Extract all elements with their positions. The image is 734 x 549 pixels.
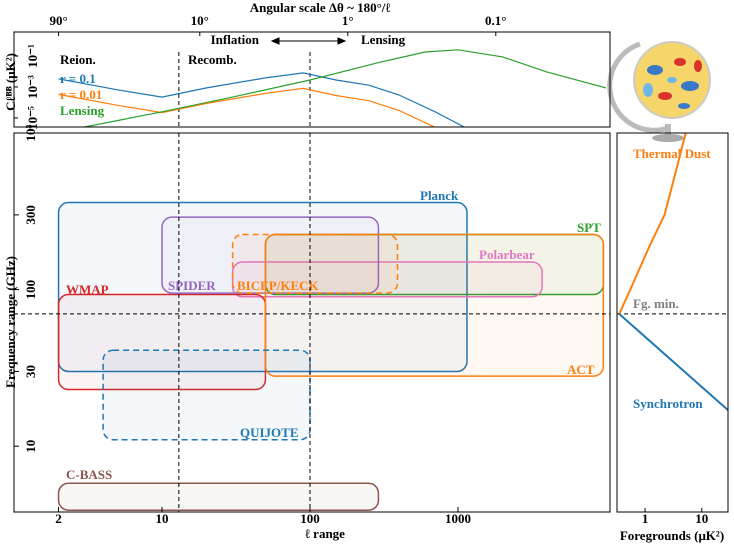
experiment-label: C-BASS bbox=[66, 467, 112, 482]
annotation: Fg. min. bbox=[633, 296, 679, 311]
x-tick-label: 1000 bbox=[445, 511, 471, 526]
x-tick-label: 1 bbox=[642, 511, 649, 526]
experiment-range bbox=[57, 482, 380, 511]
series-line bbox=[618, 133, 687, 315]
annotation: Recomb. bbox=[188, 52, 237, 67]
x-axis-label: ℓ range bbox=[304, 526, 345, 541]
series-label: Thermal Dust bbox=[633, 146, 711, 161]
series-group bbox=[618, 133, 728, 411]
axes-frame bbox=[13, 31, 611, 128]
top-tick-label: 90° bbox=[49, 13, 67, 28]
legend-label: r = 0.01 bbox=[60, 87, 102, 102]
experiment-label: WMAP bbox=[66, 282, 109, 297]
experiment-label: ACT bbox=[567, 362, 595, 377]
y-tick-label: 10⁻⁵ bbox=[25, 106, 40, 130]
top-tick-label: 0.1° bbox=[485, 13, 506, 28]
y-axis-label: Cℓᴮᴮ (μK²) bbox=[3, 53, 18, 111]
chart-title: Angular scale Δθ ~ 180°/ℓ bbox=[250, 0, 391, 15]
x-tick-label: 10 bbox=[695, 511, 708, 526]
y-axis-label: Frequency range (GHz) bbox=[3, 256, 18, 388]
annotation: Reion. bbox=[60, 52, 96, 67]
series-line bbox=[84, 49, 606, 127]
x-tick-label: 2 bbox=[55, 511, 62, 526]
x-tick-label: 10 bbox=[156, 511, 169, 526]
globe-icon bbox=[607, 41, 711, 142]
x-tick-label: 100 bbox=[300, 511, 320, 526]
annotation: Lensing bbox=[361, 32, 406, 47]
annotation: Inflation bbox=[211, 32, 260, 47]
top-tick-label: 10° bbox=[191, 13, 209, 28]
top-tick-label: 1° bbox=[342, 13, 354, 28]
experiment-label: BICEP/KECK bbox=[237, 278, 320, 293]
experiment-range bbox=[264, 233, 605, 377]
series-line bbox=[58, 87, 436, 127]
experiment-label: SPIDER bbox=[168, 278, 216, 293]
series-label: Synchrotron bbox=[633, 396, 703, 411]
y-tick-label: 30 bbox=[23, 365, 38, 378]
experiment-label: SPT bbox=[577, 220, 601, 235]
legend-label: Lensing bbox=[60, 103, 105, 118]
experiment-range bbox=[102, 349, 311, 441]
legend-label: r = 0.1 bbox=[60, 71, 96, 86]
experiment-label: QUIJOTE bbox=[240, 425, 299, 440]
axes-frame bbox=[616, 132, 729, 513]
axes-frame bbox=[13, 132, 611, 513]
x-axis-label: Foregrounds (μK²) bbox=[620, 528, 724, 543]
series-line bbox=[618, 313, 728, 411]
series-group bbox=[58, 49, 606, 127]
arrow bbox=[270, 37, 347, 45]
y-tick-label: 100 bbox=[23, 280, 38, 300]
series-line bbox=[58, 72, 465, 127]
y-tick-label: 10 bbox=[23, 440, 38, 453]
experiment-label: Planck bbox=[420, 188, 459, 203]
experiment-range bbox=[57, 201, 468, 373]
experiment-label: Polarbear bbox=[479, 247, 535, 262]
y-tick-label: 10⁻³ bbox=[25, 75, 40, 99]
y-tick-label: 10⁻¹ bbox=[25, 44, 40, 68]
y-tick-label: 300 bbox=[23, 205, 38, 225]
